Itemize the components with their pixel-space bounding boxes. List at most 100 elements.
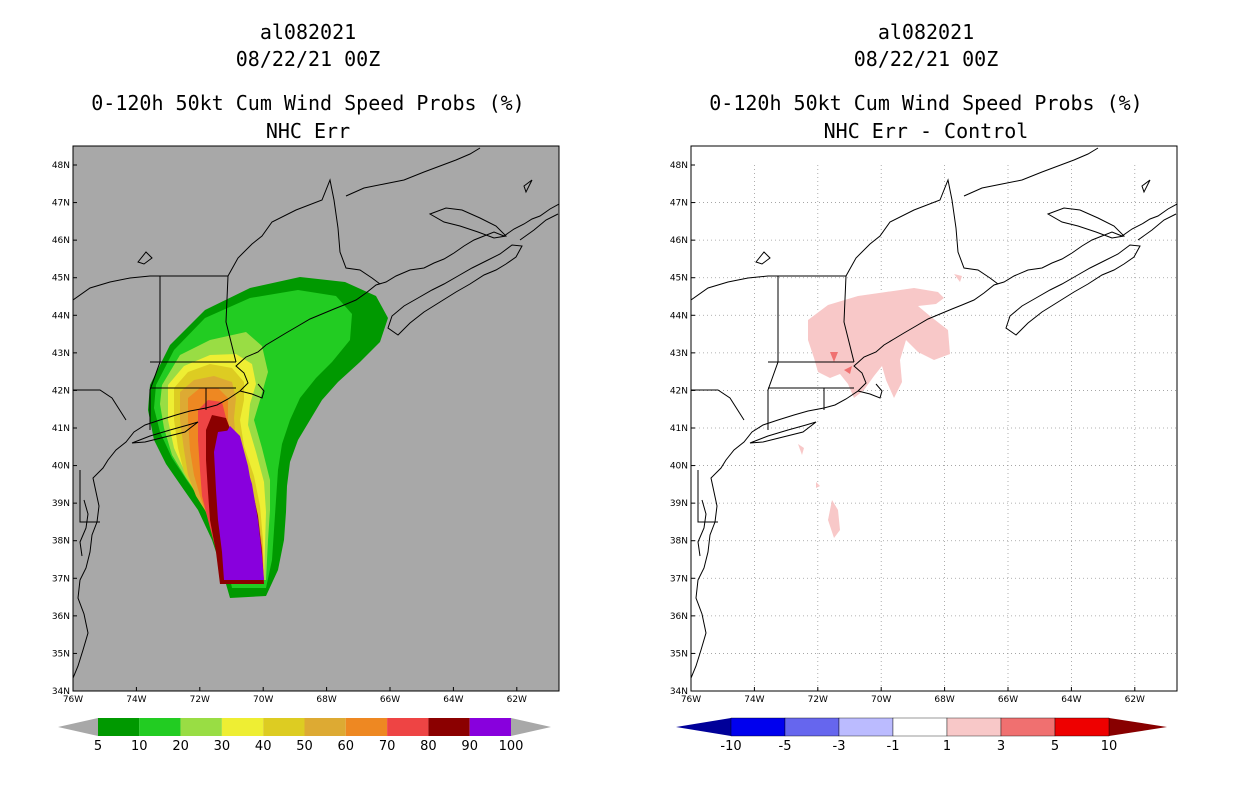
colorbar-right-end <box>1109 718 1167 736</box>
lon-label: 70W <box>253 695 273 705</box>
colorbar-swatch <box>180 718 222 736</box>
lat-label: 41N <box>52 424 70 434</box>
lat-label: 46N <box>670 236 688 246</box>
left-title-product: 0-120h 50kt Cum Wind Speed Probs (%) <box>91 91 525 115</box>
right-title-product: 0-120h 50kt Cum Wind Speed Probs (%) <box>709 91 1143 115</box>
diff-contour-3-5 <box>830 352 838 362</box>
probability-contours <box>148 277 388 598</box>
lat-label: 38N <box>52 537 70 547</box>
diff-contour-3-5 <box>844 366 852 374</box>
diff-contour-1-3 <box>808 288 950 398</box>
left-map-background <box>73 146 559 691</box>
diff-contour-1-3 <box>816 482 820 488</box>
lon-label: 72W <box>808 695 828 705</box>
lon-label: 74W <box>126 695 146 705</box>
colorbar-label: 10 <box>1101 739 1118 754</box>
lat-label: 34N <box>52 687 70 697</box>
lon-label: 64W <box>1061 695 1081 705</box>
lat-label: 39N <box>670 499 688 509</box>
colorbar-label: 30 <box>214 739 231 754</box>
colorbar-swatch <box>263 718 305 736</box>
colorbar-label: 80 <box>420 739 437 754</box>
lat-label: 45N <box>52 274 70 284</box>
lat-label: 34N <box>670 687 688 697</box>
colorbar-label: -3 <box>833 739 846 754</box>
lat-label: 35N <box>52 649 70 659</box>
lat-label: 37N <box>52 574 70 584</box>
contour-100 <box>220 426 263 578</box>
colorbar-left-end <box>676 718 731 736</box>
lon-label: 66W <box>380 695 400 705</box>
colorbar-label: 70 <box>379 739 396 754</box>
colorbar-swatch <box>838 717 894 737</box>
colorbar-swatch <box>387 718 429 736</box>
colorbar-label: 100 <box>499 739 524 754</box>
lat-label: 46N <box>52 236 70 246</box>
colorbar-swatch <box>139 718 181 736</box>
lat-label: 43N <box>670 349 688 359</box>
left-title-date: 08/22/21 00Z <box>235 47 381 71</box>
lat-label: 37N <box>670 574 688 584</box>
colorbar-swatch <box>221 718 264 736</box>
colorbar-label: 5 <box>1051 739 1059 754</box>
colorbar-swatch <box>892 717 948 737</box>
colorbar-label: -5 <box>779 739 792 754</box>
colorbar-label: 10 <box>131 739 148 754</box>
colorbar-label: -1 <box>887 739 900 754</box>
lat-label: 39N <box>52 499 70 509</box>
left-map-frame <box>72 145 560 692</box>
colorbar-swatch <box>946 717 1002 737</box>
lon-label: 62W <box>1125 695 1145 705</box>
colorbar-label: 50 <box>296 739 313 754</box>
colorbar-label: -10 <box>720 739 741 754</box>
lat-label: 42N <box>52 386 70 396</box>
right-axis-ticks: 48N 47N 46N 45N 44N 43N 42N 41N 40N 39N 38N 37N 36N 3… <box>670 161 1145 705</box>
right-title-date: 08/22/21 00Z <box>853 47 999 71</box>
right-map-frame <box>690 145 1178 692</box>
left-title-storm-id: al082021 <box>259 20 357 44</box>
lat-label: 35N <box>670 649 688 659</box>
diff-contour-1-3 <box>798 444 804 455</box>
lat-label: 48N <box>670 161 688 171</box>
right-colorbar: -10 -5 -3 -1 1 3 5 10 <box>676 717 1167 754</box>
left-title-subtitle: NHC Err <box>265 119 351 143</box>
lat-label: 41N <box>670 424 688 434</box>
diff-contour-1-3 <box>954 274 962 282</box>
left-map: 48N 47N 46N 45N 44N 43N 42N 41N 40N 39N 38N 37N 36N 3… <box>52 145 560 705</box>
colorbar-swatch <box>730 717 786 737</box>
lon-label: 68W <box>316 695 336 705</box>
lat-label: 43N <box>52 349 70 359</box>
diff-contour-1-3 <box>828 500 840 538</box>
lat-label: 36N <box>670 612 688 622</box>
lat-label: 36N <box>52 612 70 622</box>
lat-label: 45N <box>670 274 688 284</box>
colorbar-swatch <box>1054 717 1110 737</box>
lon-label: 62W <box>507 695 527 705</box>
colorbar-swatch <box>1000 717 1056 737</box>
left-colorbar: 5 10 20 30 40 50 60 70 80 90 100 <box>58 718 551 754</box>
left-axis-ticks: 48N 47N 46N 45N 44N 43N 42N 41N 40N 39N 38N 37N 36N 3… <box>52 161 527 705</box>
lat-label: 44N <box>670 311 688 321</box>
difference-contours <box>798 274 962 538</box>
lat-label: 38N <box>670 537 688 547</box>
lon-label: 64W <box>443 695 463 705</box>
colorbar-label: 5 <box>94 739 102 754</box>
colorbar-swatch <box>428 718 470 736</box>
lon-label: 76W <box>63 695 83 705</box>
colorbar-swatch <box>784 717 840 737</box>
right-map: 48N 47N 46N 45N 44N 43N 42N 41N 40N 39N 38N 37N 36N 3… <box>670 145 1178 705</box>
colorbar-label: 1 <box>943 739 951 754</box>
lat-label: 47N <box>670 199 688 209</box>
colorbar-label: 60 <box>338 739 355 754</box>
lat-label: 40N <box>52 462 70 472</box>
colorbar-label: 3 <box>997 739 1005 754</box>
colorbar-swatch <box>304 718 346 736</box>
right-map-gridlines <box>691 165 1177 691</box>
right-map-background <box>691 146 1177 691</box>
lon-label: 72W <box>190 695 210 705</box>
lat-label: 42N <box>670 386 688 396</box>
lat-label: 44N <box>52 311 70 321</box>
colorbar-left-end <box>58 718 98 736</box>
lat-label: 48N <box>52 161 70 171</box>
